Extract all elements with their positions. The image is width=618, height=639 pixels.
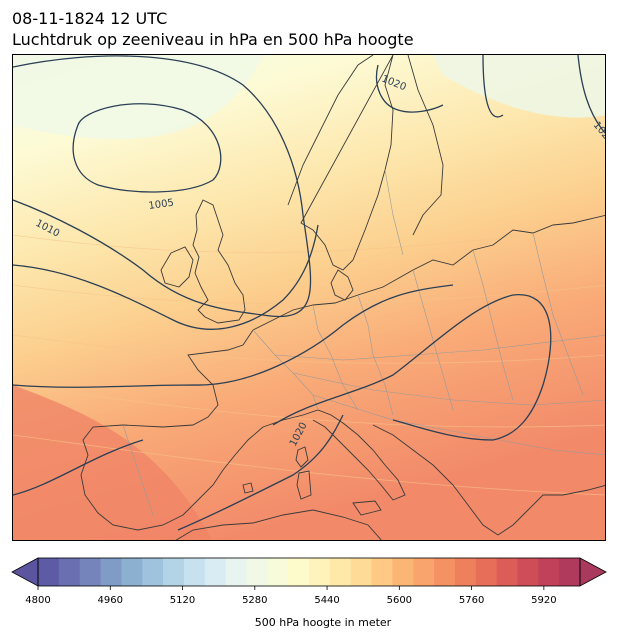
scandinavia-coast [287, 55, 394, 271]
colorbar-segment [309, 558, 331, 586]
isobar-1015 [13, 284, 454, 388]
colorbar-segment [58, 558, 81, 586]
colorbar-segment [538, 558, 560, 586]
colorbar: 4800 4960 5120 5280 5440 5600 5760 5920 500 hPa… [11, 557, 607, 629]
colorbar-outline [37, 557, 581, 587]
colorbar-segment [350, 558, 373, 586]
colorbar-segment [496, 558, 518, 586]
balearic-coast [242, 482, 254, 494]
height-contours [13, 224, 605, 496]
isobar-1010 [13, 224, 319, 330]
colorbar-segment [142, 558, 164, 586]
isobar-1020-north [375, 64, 444, 113]
isobar-label: 1005 [148, 198, 175, 212]
colorbar-segment [454, 558, 477, 586]
colorbar-segment [392, 558, 414, 586]
colorbar-tick-label: 4960 [98, 595, 123, 606]
height-field-northwest [13, 55, 263, 140]
weather-map: 1020 1005 1010 1020 102 [12, 54, 606, 541]
colorbar-segment [38, 558, 60, 586]
colorbar-segments [38, 558, 581, 586]
colorbar-segment [475, 558, 498, 586]
isobar-1020-south [177, 414, 344, 531]
colorbar-segment [163, 558, 185, 586]
colorbar-segment [517, 558, 539, 586]
colorbar-segment [79, 558, 102, 586]
ireland-coast [160, 246, 194, 288]
italy-coast [262, 409, 406, 501]
isobar-far-ne [577, 55, 605, 134]
isobar-sw [13, 439, 144, 496]
colorbar-segment [204, 558, 227, 586]
map-title: Luchtdruk op zeeniveau in hPa en 500 hPa… [12, 30, 414, 49]
colorbar-segment [434, 558, 456, 586]
colorbar-segment [371, 558, 393, 586]
colorbar-segment [559, 558, 581, 586]
colorbar-tick-label: 5600 [387, 595, 412, 606]
colorbar-tick-label: 5760 [459, 595, 484, 606]
colorbar-title: 500 hPa hoogte in meter [255, 616, 392, 629]
map-canvas: 1020 1005 1010 1020 102 [13, 55, 605, 540]
isobar-low-center [72, 103, 222, 193]
north-europe-coast [252, 215, 605, 331]
corsica-coast [295, 446, 309, 468]
colorbar-tick-label: 4800 [25, 595, 50, 606]
denmark-coast [330, 269, 354, 301]
balkan-coast [372, 424, 605, 536]
colorbar-segment [183, 558, 206, 586]
colorbar-max-extension [579, 557, 607, 587]
finland-coast [407, 55, 444, 236]
colorbar-tick-label: 5440 [314, 595, 339, 606]
isobar-central-high [272, 294, 552, 441]
colorbar-tick-label: 5920 [531, 595, 556, 606]
iberia-coast [80, 329, 264, 531]
country-borders [122, 169, 605, 516]
great-britain-coast [192, 199, 246, 324]
isobar-1005 [13, 55, 312, 318]
colorbar-segment [329, 558, 352, 586]
colorbar-segment [121, 558, 143, 586]
map-datetime: 08-11-1824 12 UTC [12, 9, 168, 28]
colorbar-segment [100, 558, 122, 586]
isobars [13, 55, 605, 531]
isobar-ne [482, 55, 504, 118]
north-africa-coast [175, 509, 382, 540]
colorbar-segment [246, 558, 268, 586]
sardinia-coast [296, 470, 312, 500]
colorbar-min-extension [11, 557, 39, 587]
colorbar-ticks: 4800 4960 5120 5280 5440 5600 5760 5920 [25, 586, 557, 606]
sicily-coast [352, 500, 382, 516]
colorbar-segment [267, 558, 289, 586]
colorbar-segment [413, 558, 435, 586]
colorbar-tick-label: 5280 [242, 595, 267, 606]
colorbar-segment [288, 558, 310, 586]
height-field-southwest [13, 385, 212, 540]
colorbar-tick-label: 5120 [170, 595, 195, 606]
coastlines [80, 55, 605, 540]
colorbar-segment [225, 558, 247, 586]
height-field-northeast [433, 55, 605, 118]
